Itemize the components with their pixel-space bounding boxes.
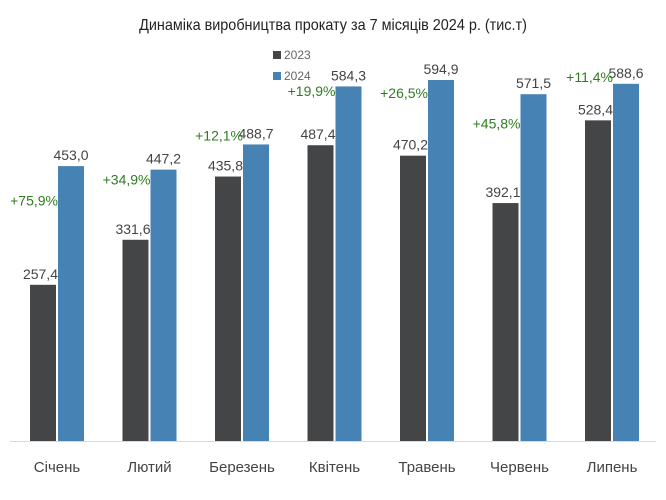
growth-label: +12,1% xyxy=(195,127,243,143)
bar-2024 xyxy=(520,94,547,441)
data-label-2024: 571,5 xyxy=(516,75,551,91)
bar-2023 xyxy=(30,284,56,441)
legend-label: 2023 xyxy=(284,48,311,62)
bar-2024 xyxy=(428,80,454,441)
growth-label: +11,4% xyxy=(566,69,613,85)
x-tick-label: Лютий xyxy=(127,459,171,476)
x-tick-label: Червень xyxy=(490,459,549,476)
bar-2023 xyxy=(400,155,426,442)
legend-item-2023: 2023 xyxy=(273,48,311,62)
data-label-2024: 594,9 xyxy=(423,61,458,77)
data-label-2023: 392,1 xyxy=(485,184,520,200)
data-label-2024: 453,0 xyxy=(53,147,88,163)
growth-label: +34,9% xyxy=(103,172,151,188)
x-tick-label: Січень xyxy=(34,459,81,476)
data-label-2023: 487,4 xyxy=(300,126,335,142)
bar-2023 xyxy=(307,145,334,442)
bar-2024 xyxy=(335,86,362,441)
bar-2024 xyxy=(243,144,269,442)
x-tick-label: Липень xyxy=(587,459,638,476)
bar-2024 xyxy=(613,83,639,441)
x-tick-label: Березень xyxy=(209,459,275,476)
data-label-2024: 588,6 xyxy=(608,65,643,81)
bar-2023 xyxy=(122,239,149,441)
data-label-2023: 435,8 xyxy=(208,158,243,174)
growth-label: +19,9% xyxy=(288,83,336,99)
growth-label: +75,9% xyxy=(10,192,58,208)
growth-label: +45,8% xyxy=(473,116,521,132)
data-label-2024: 447,2 xyxy=(146,151,181,167)
legend-item-2024: 2024 xyxy=(273,69,311,83)
chart-title: Динаміка виробництва прокату за 7 місяці… xyxy=(139,17,527,34)
data-label-2024: 488,7 xyxy=(238,125,273,141)
x-tick-label: Квітень xyxy=(309,459,360,476)
bar-2024 xyxy=(58,166,84,441)
data-label-2024: 584,3 xyxy=(331,67,366,83)
x-tick-label: Травень xyxy=(398,459,455,476)
legend-swatch xyxy=(273,51,281,59)
growth-label: +26,5% xyxy=(380,85,428,101)
data-label-2023: 331,6 xyxy=(115,221,150,237)
bar-2023 xyxy=(492,203,519,441)
legend-label: 2024 xyxy=(284,69,311,83)
legend-swatch xyxy=(273,72,281,80)
data-label-2023: 470,2 xyxy=(393,137,428,153)
bar-2024 xyxy=(150,169,177,442)
data-label-2023: 257,4 xyxy=(23,266,58,282)
bar-2023 xyxy=(585,120,611,441)
data-label-2023: 528,4 xyxy=(578,101,613,117)
bar-2023 xyxy=(215,176,241,441)
